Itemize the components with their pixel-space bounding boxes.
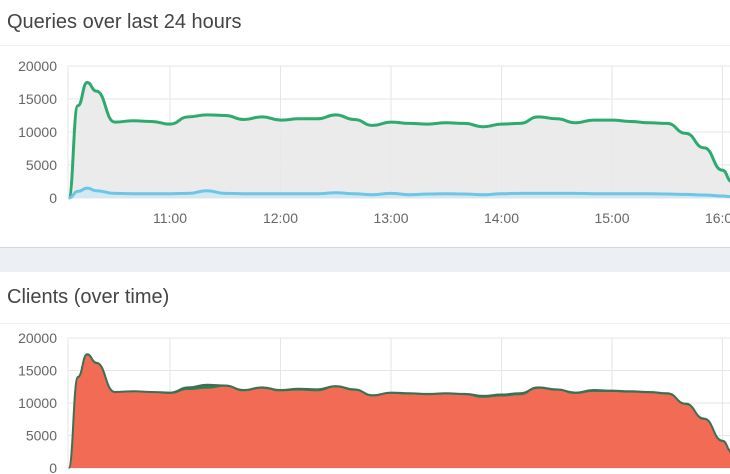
queries-panel: Queries over last 24 hours 0 5000 10000 150… (0, 0, 730, 247)
queries-chart-svg[interactable]: 0 5000 10000 15000 20000 11:00 12:00 13:00 14:00… (0, 46, 730, 247)
queries-x-tick-label: 16:00 (705, 210, 730, 226)
queries-y-tick-label: 10000 (18, 124, 57, 140)
clients-y-tick-label: 15000 (18, 363, 57, 379)
queries-total-area (68, 82, 730, 198)
clients-y-tick-label: 5000 (26, 428, 57, 444)
queries-x-tick-label: 13:00 (373, 210, 408, 226)
queries-panel-title: Queries over last 24 hours (7, 11, 242, 33)
clients-y-tick-label: 20000 (18, 330, 57, 346)
clients-panel-title: Clients (over time) (7, 286, 170, 308)
clients-chart[interactable]: 0500010000150002000011:0012:0013:0014:00… (0, 324, 730, 474)
clients-panel: Clients (over time) 0 5000 10000 15000 20000… (0, 272, 730, 474)
queries-x-tick-label: 14:00 (484, 210, 519, 226)
queries-y-tick-label: 5000 (26, 157, 57, 173)
panel-separator (0, 247, 730, 272)
clients-series-2-area (68, 355, 730, 468)
clients-panel-header: Clients (over time) (0, 272, 730, 324)
queries-blocked-area (68, 188, 730, 198)
queries-x-tick-label: 11:00 (153, 210, 187, 226)
queries-y-tick-label: 20000 (18, 58, 57, 74)
clients-series-1-line (67, 353, 730, 469)
queries-x-tick-label: 15:00 (594, 210, 629, 226)
clients-y-tick-label: 0 (49, 460, 57, 474)
queries-x-tick-label: 12:00 (263, 210, 298, 226)
queries-panel-header: Queries over last 24 hours (0, 0, 730, 46)
clients-chart-svg[interactable]: 0500010000150002000011:0012:0013:0014:00… (0, 324, 730, 474)
clients-y-tick-label: 10000 (18, 395, 57, 411)
queries-chart[interactable]: 0 5000 10000 15000 20000 11:00 12:00 13:00 14:00… (0, 46, 730, 247)
queries-y-tick-label: 0 (49, 190, 57, 206)
queries-total-line (67, 80, 730, 200)
queries-blocked-line (68, 186, 730, 200)
queries-y-tick-label: 15000 (18, 91, 57, 107)
